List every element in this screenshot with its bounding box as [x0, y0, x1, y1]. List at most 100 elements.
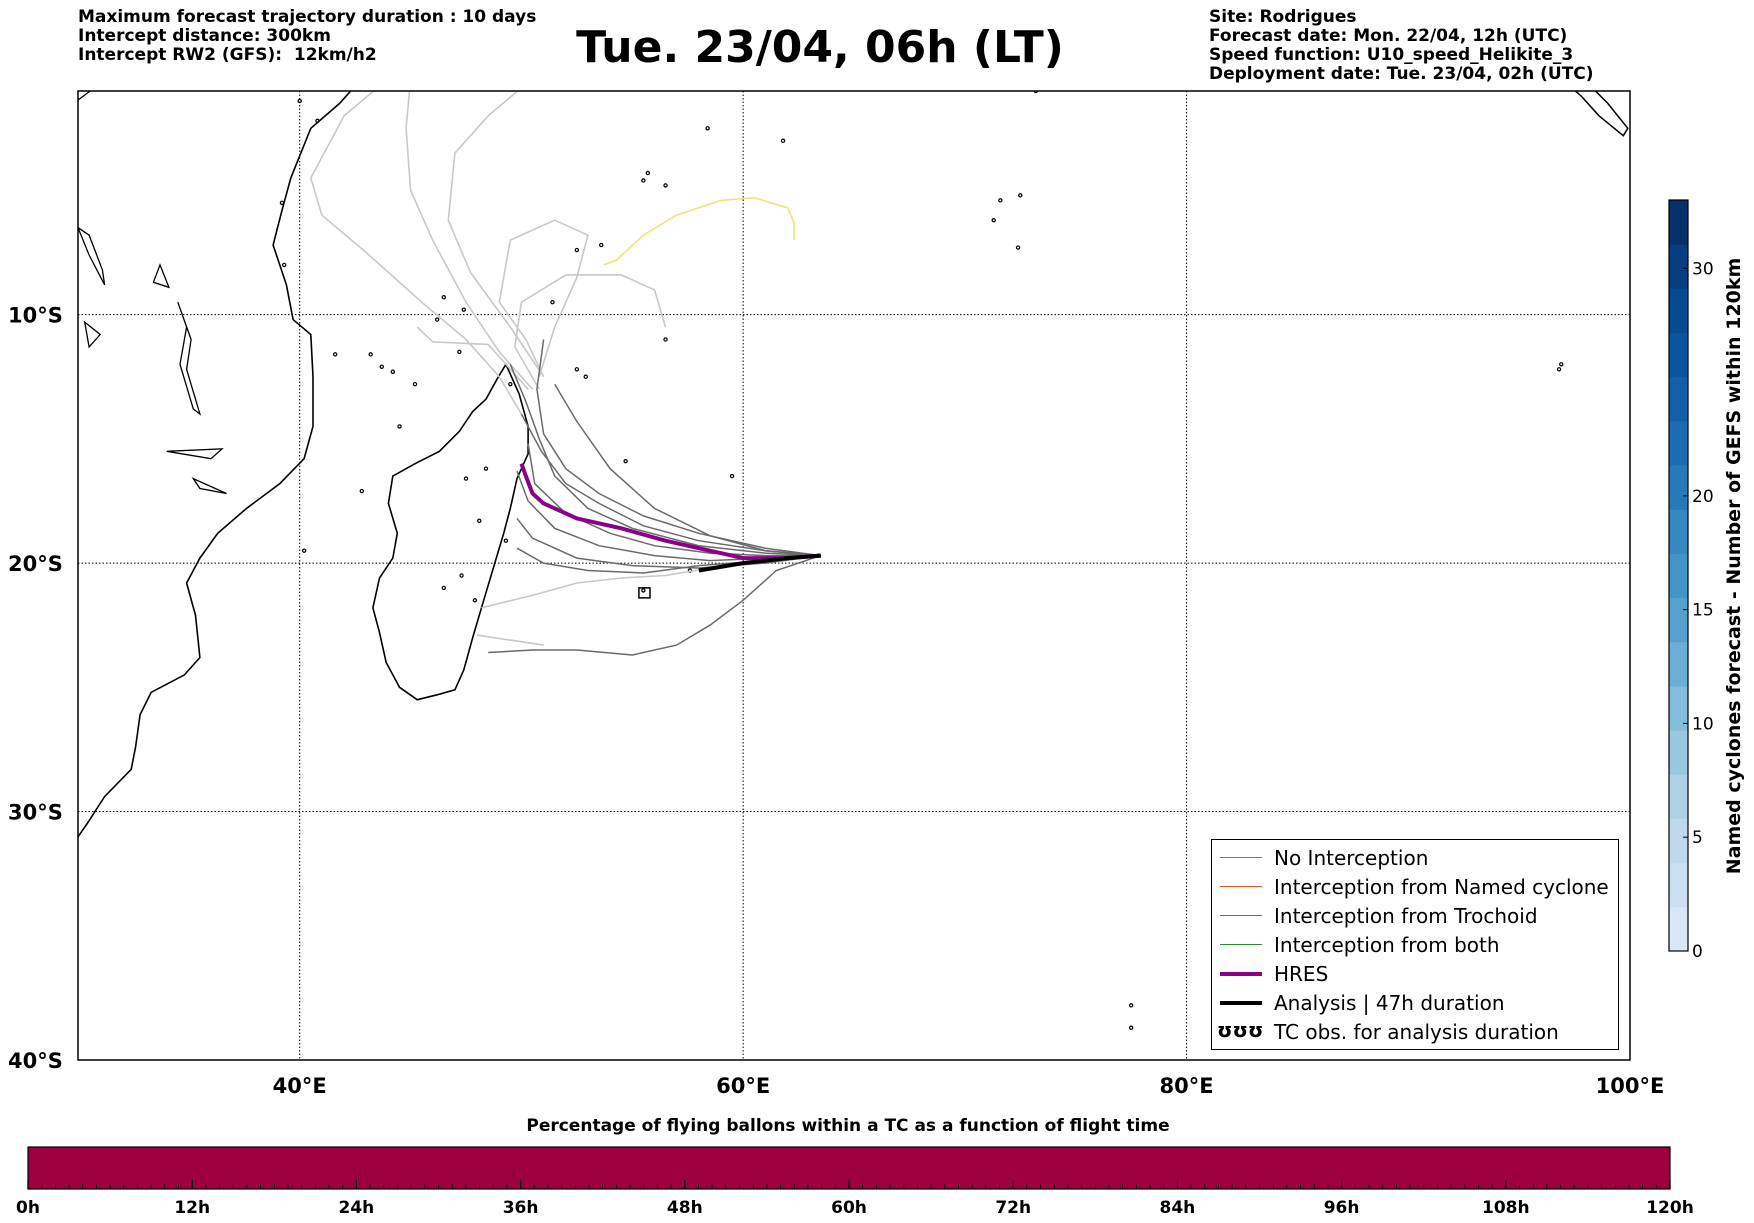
island-dot [457, 349, 462, 355]
island-dot [663, 337, 668, 342]
island-dot [459, 573, 464, 578]
colorbar-segment [1669, 906, 1688, 952]
reunion-outline [638, 587, 651, 599]
trajectory-faded [447, 91, 545, 378]
island-dot [574, 367, 580, 372]
island-dot [1556, 367, 1562, 372]
flight-time-tick-label: 24h [339, 1198, 375, 1218]
lat-label: 30°S [8, 801, 63, 825]
header-left-line: Intercept distance: 300km [78, 26, 331, 46]
trajectory-faded [405, 91, 534, 390]
island-dot [729, 473, 735, 479]
trajectory-no-interception [520, 413, 821, 557]
trajectory-analysis [698, 553, 821, 573]
legend-label: Interception from Named cyclone [1274, 875, 1609, 899]
legend-item: No Interception [1212, 844, 1618, 872]
colorbar-tick-label: 15 [1692, 601, 1714, 621]
flight-time-colorbar: 0h 12h 24h 36h 48h 60h 72h 84h 96h 108h 120h [16, 1146, 1694, 1218]
island-dot [991, 217, 996, 223]
header-right-line: Site: Rodrigues [1209, 7, 1357, 27]
trajectory-faded [416, 326, 529, 390]
trajectory-hres [519, 463, 821, 561]
colorbar-tick-label: 30 [1692, 259, 1714, 279]
flight-time-tick-label: 36h [503, 1198, 539, 1218]
island-dot [574, 247, 580, 253]
colorbar-segment [1669, 332, 1688, 378]
legend-label: Interception from both [1274, 933, 1500, 957]
island-dot [441, 585, 447, 591]
lake-outline [78, 226, 106, 286]
flight-time-tick-label: 48h [667, 1198, 703, 1218]
header-right-line: Deployment date: Tue. 23/04, 02h (UTC) [1209, 64, 1594, 84]
island-dot [503, 538, 509, 543]
colorbar-segment [1669, 200, 1688, 245]
lake-outline [152, 263, 171, 289]
trajectory-no-interception [516, 517, 821, 569]
lake-outline [177, 301, 202, 416]
legend-item: Analysis | 47h duration [1212, 989, 1618, 1017]
island-dot [472, 598, 478, 603]
legend-swatch [1220, 944, 1262, 945]
island-dot [705, 126, 710, 131]
legend-item: Interception from Named cyclone [1212, 873, 1618, 901]
colorbar-segment [1669, 597, 1688, 643]
colorbar-tick-label: 20 [1692, 487, 1714, 507]
trajectory-faded [476, 634, 544, 646]
colorbar-segment [1669, 862, 1688, 908]
island-dot [663, 183, 668, 188]
island-dot [1018, 193, 1023, 198]
lon-label: 80°E [1160, 1074, 1214, 1098]
africa-coastline [78, 91, 352, 839]
island-dot [332, 352, 338, 357]
legend-label: TC obs. for analysis duration [1274, 1020, 1559, 1044]
island-dot [508, 381, 513, 387]
colorbar-tick-label: 5 [1692, 828, 1703, 848]
header-left-line: Intercept RW2 (GFS): 12km/h2 [78, 45, 377, 65]
flight-time-tick-label: 84h [1160, 1198, 1196, 1218]
island-dot [1128, 1003, 1134, 1008]
colorbar-segment [1669, 244, 1688, 289]
legend-swatch [1220, 1001, 1262, 1005]
lon-label: 100°E [1596, 1074, 1665, 1098]
header-left-line: Maximum forecast trajectory duration : 1… [78, 7, 537, 27]
gridlines [78, 91, 1630, 1060]
flight-time-tick-label: 108h [1482, 1198, 1530, 1218]
trajectories [309, 91, 821, 656]
island-dot [1032, 79, 1035, 82]
island-dot [461, 307, 466, 312]
legend-item: Interception from Trochoid [1212, 902, 1618, 930]
lake-outline [83, 320, 102, 349]
island-dot [301, 548, 307, 553]
island-dot [1015, 245, 1021, 250]
trajectory-no-interception [509, 364, 821, 557]
island-dot [550, 299, 555, 305]
header-right-line: Forecast date: Mon. 22/04, 12h (UTC) [1209, 26, 1568, 46]
legend-swatch [1220, 886, 1262, 887]
island-dot [477, 518, 482, 524]
colorbar-segment [1669, 465, 1688, 510]
legend-label: No Interception [1274, 846, 1429, 870]
colorbar-segment [1669, 641, 1688, 687]
lat-label: 10°S [8, 304, 63, 328]
island-dot [359, 488, 364, 494]
trajectory-yellow [603, 196, 795, 266]
legend-item: Interception from both [1212, 931, 1618, 959]
legend-label: Interception from Trochoid [1274, 904, 1538, 928]
trajectory-no-interception [488, 554, 821, 656]
flight-time-tick-label: 120h [1646, 1198, 1694, 1218]
legend-item: HRES [1212, 960, 1618, 988]
trajectory-no-interception [536, 339, 821, 557]
island-dot [297, 98, 302, 104]
island-dot [434, 317, 440, 322]
trajectory-no-interception [527, 443, 821, 557]
island-dot [780, 138, 786, 143]
legend-swatch [1220, 972, 1262, 976]
tc-obs-symbol-icon: ʊʊʊ [1217, 1018, 1264, 1042]
colorbar-segment [1669, 818, 1688, 864]
lake-outline [78, 91, 92, 101]
island-dot [315, 118, 320, 124]
flight-time-tick-label: 72h [995, 1198, 1031, 1218]
island-dot [390, 369, 396, 374]
sumatra-coastline [1574, 91, 1629, 137]
